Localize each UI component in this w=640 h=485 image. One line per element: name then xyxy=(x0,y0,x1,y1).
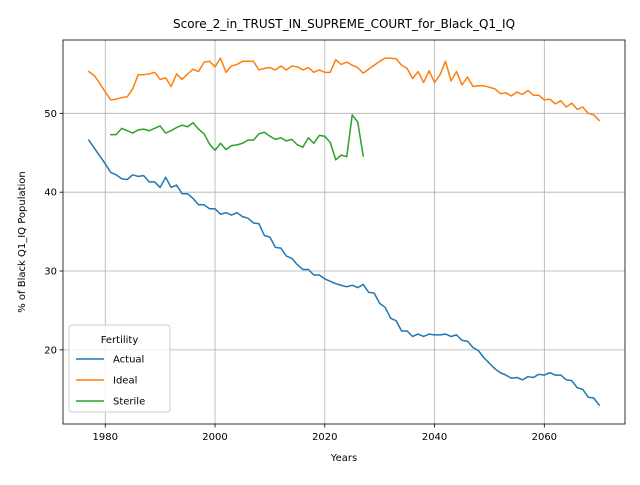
legend-entries: Actual Ideal Sterile xyxy=(76,355,145,408)
legend-title: Fertility xyxy=(101,335,139,346)
x-tick-label: 2020 xyxy=(312,432,337,443)
legend: Fertility Actual Ideal Sterile xyxy=(68,324,171,413)
legend-label-sterile: Sterile xyxy=(113,397,145,408)
series-line-sterile xyxy=(110,114,365,161)
grid-lines xyxy=(63,40,625,424)
series-line-actual xyxy=(87,139,601,407)
x-tick-label: 2000 xyxy=(202,432,227,443)
x-tick-label: 1980 xyxy=(93,432,118,443)
y-tick-label: 40 xyxy=(44,188,57,199)
legend-box xyxy=(68,324,171,413)
chart-title: Score_2_in_TRUST_IN_SUPREME_COURT_for_Bl… xyxy=(173,17,515,31)
plot-frame xyxy=(62,39,626,425)
y-tick-label: 20 xyxy=(44,345,57,356)
y-tick-label: 50 xyxy=(44,109,57,120)
x-tick-label: 2060 xyxy=(532,432,557,443)
x-tick-label: 2040 xyxy=(422,432,447,443)
legend-label-ideal: Ideal xyxy=(113,376,137,387)
y-tick-label: 30 xyxy=(44,267,57,278)
legend-label-actual: Actual xyxy=(113,355,144,366)
series-line-ideal xyxy=(87,57,601,122)
x-axis-label: Years xyxy=(330,453,357,464)
y-axis-label: % of Black Q1_IQ Population xyxy=(17,171,28,313)
plot-series xyxy=(87,57,601,407)
axis-ticks: 1980 2000 2020 2040 2060 20 30 40 50 xyxy=(44,109,557,443)
